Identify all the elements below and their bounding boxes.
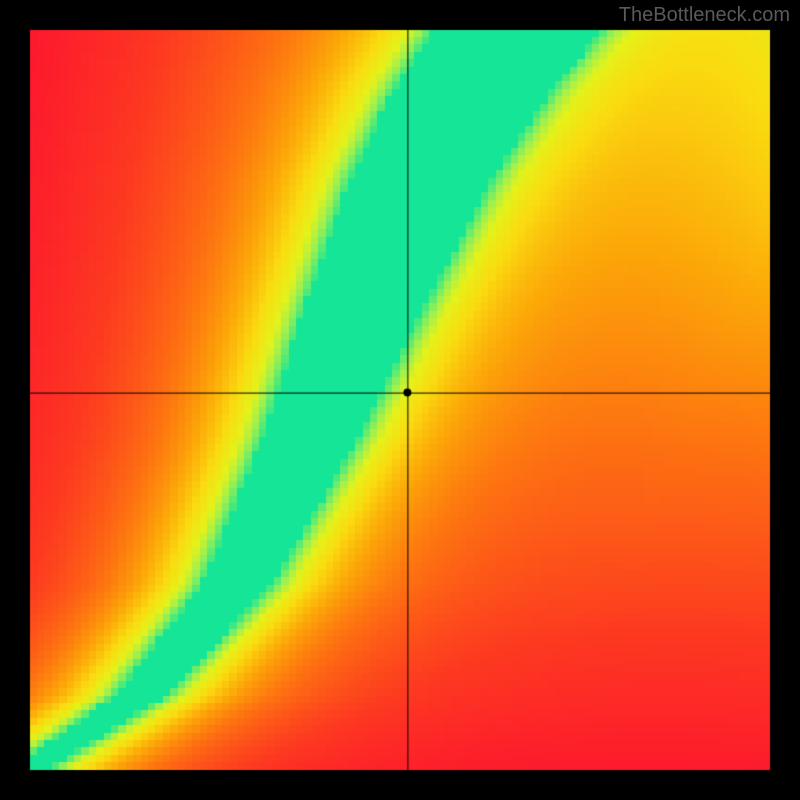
heatmap-plot — [0, 0, 800, 800]
heatmap-canvas — [0, 0, 800, 800]
watermark: TheBottleneck.com — [619, 4, 790, 27]
